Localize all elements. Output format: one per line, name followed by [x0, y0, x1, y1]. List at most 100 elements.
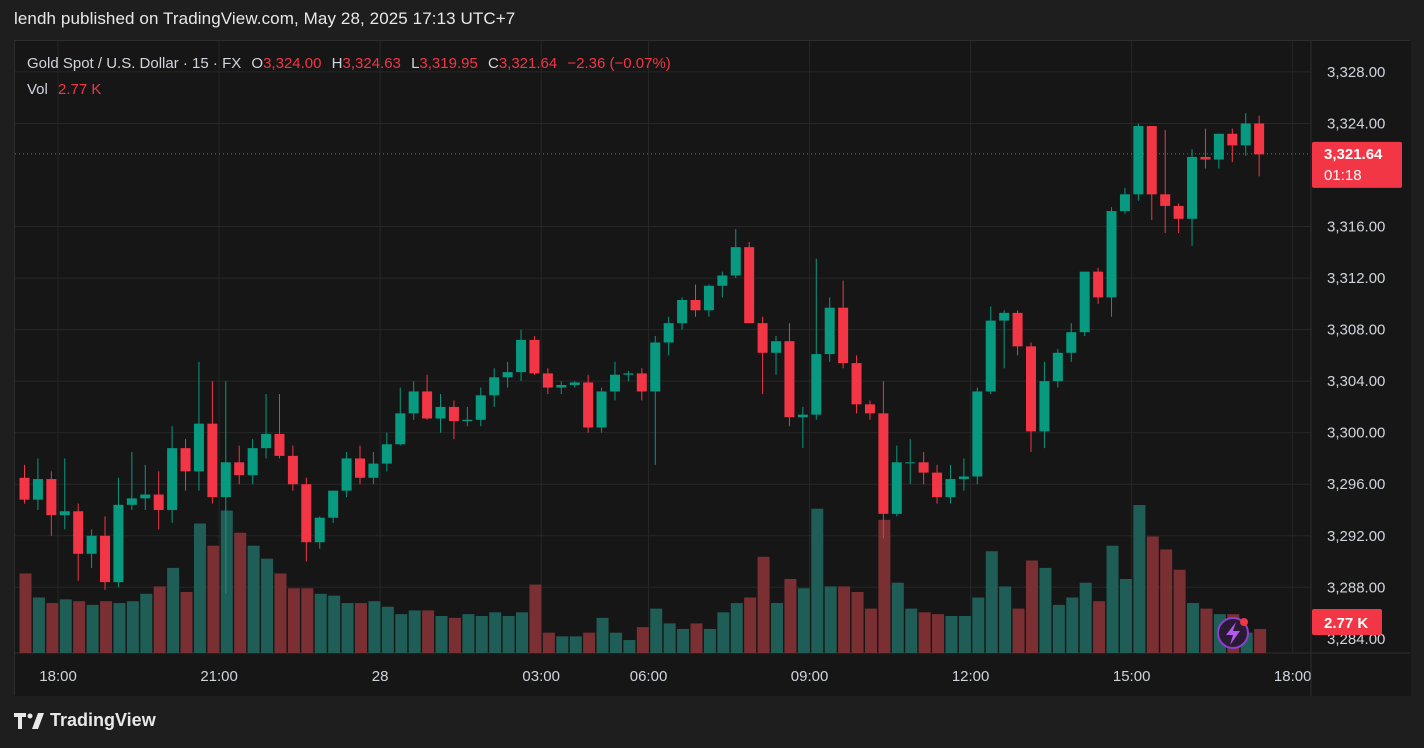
volume-bar — [247, 545, 260, 653]
volume-bar — [824, 586, 837, 653]
candle-body — [1066, 332, 1077, 353]
volume-bar — [1133, 505, 1146, 653]
candle-body — [650, 342, 661, 392]
volume-bar — [1066, 597, 1079, 653]
publish-info: lendh published on TradingView.com, May … — [14, 9, 516, 28]
volume-bar — [891, 582, 904, 653]
open-label: O — [251, 55, 264, 72]
volume-bar — [811, 508, 824, 653]
lightning-bolt-icon — [1226, 622, 1240, 645]
volume-bar — [46, 603, 59, 653]
candle-body — [180, 448, 191, 472]
volume-bar — [730, 603, 743, 653]
candle-body — [395, 413, 406, 445]
last-price-label: 3,321.64 — [1324, 146, 1383, 163]
volume-bar — [193, 523, 206, 653]
price-tick-label: 3,312.00 — [1327, 270, 1385, 287]
volume-bar — [596, 617, 609, 653]
volume-bar — [636, 627, 649, 653]
candle-body — [891, 462, 902, 514]
volume-bar — [878, 519, 891, 653]
volume-bar — [32, 597, 45, 653]
volume-bar — [502, 616, 515, 653]
candle-body — [1146, 126, 1157, 195]
time-tick-label: 21:00 — [200, 668, 238, 685]
tradingview-logo[interactable]: TradingView — [14, 710, 156, 731]
notification-dot-icon — [1240, 618, 1248, 626]
volume-bar — [1093, 601, 1106, 653]
candle-body — [234, 462, 245, 476]
candle-body — [19, 477, 30, 500]
candle-body — [328, 490, 339, 518]
candle-body — [86, 535, 97, 554]
volume-bar — [59, 599, 72, 653]
volume-bar — [355, 603, 367, 653]
candle-body — [958, 476, 969, 480]
time-tick-label: 15:00 — [1113, 668, 1151, 685]
candle-body — [1254, 123, 1265, 155]
volume-bar — [207, 545, 220, 653]
volume-badge[interactable] — [1312, 609, 1382, 635]
ohlc-legend: Gold Spot / U.S. Dollar · 15 · FX O3,324… — [27, 55, 671, 72]
candle-body — [609, 374, 620, 392]
candle-body — [113, 504, 124, 583]
volume-bar — [569, 636, 582, 653]
volume-badge-label: 2.77 K — [1324, 615, 1368, 632]
candle-body — [516, 339, 527, 373]
bar-countdown-label: 01:18 — [1324, 167, 1362, 184]
time-tick-label: 18:00 — [39, 668, 77, 685]
candle-body — [46, 479, 57, 516]
candle-body — [475, 395, 486, 420]
candle-body — [623, 373, 634, 375]
chart-panel[interactable]: 3,328.00 3,324.00 3,316.00 3,312.00 3,308.00… — [14, 40, 1411, 696]
candle-body — [677, 299, 688, 324]
volume-bar — [958, 616, 971, 653]
candle-body — [636, 373, 647, 392]
volume-bar — [1200, 608, 1213, 653]
candle-body — [824, 307, 835, 355]
candle-body — [247, 448, 258, 476]
time-tick-label: 12:00 — [952, 668, 990, 685]
candle-body — [1106, 211, 1117, 298]
candle-body — [744, 247, 755, 324]
candle-body — [730, 247, 741, 276]
volume-bar — [771, 603, 784, 653]
volume-bar — [1079, 582, 1092, 653]
volume-bar — [932, 614, 945, 653]
candle-body — [972, 391, 983, 477]
volume-bar — [395, 614, 408, 653]
volume-bar — [609, 632, 622, 653]
volume-bar — [623, 640, 636, 653]
candle-body — [1039, 381, 1050, 432]
volume-bar — [744, 597, 757, 653]
candle-body — [583, 382, 594, 428]
candle-body — [1119, 194, 1130, 212]
candle-body — [274, 433, 285, 456]
volume-label[interactable]: Vol — [27, 81, 48, 98]
symbol-label[interactable]: Gold Spot / U.S. Dollar · 15 · FX — [27, 55, 242, 72]
candle-body — [985, 320, 996, 392]
candle-body — [784, 341, 795, 418]
candle-body — [489, 377, 500, 396]
volume-bar — [757, 556, 770, 653]
volume-bar — [784, 579, 797, 653]
price-chart[interactable]: 3,328.00 3,324.00 3,316.00 3,312.00 3,308.00… — [15, 41, 1411, 696]
volume-bar — [1146, 536, 1159, 653]
tradingview-logo-icon — [14, 712, 44, 729]
last-price-badge[interactable] — [1312, 141, 1402, 188]
candle-body — [1133, 126, 1144, 195]
candle-body — [569, 382, 580, 386]
volume-bar — [234, 532, 247, 653]
change-value: −2.36 (−0.07%) — [567, 55, 671, 72]
low-value: 3,319.95 — [419, 55, 478, 72]
volume-bar — [797, 588, 810, 653]
volume-bar — [301, 588, 314, 653]
price-tick-label: 3,304.00 — [1327, 373, 1385, 390]
candle-body — [878, 413, 889, 514]
candle-body — [945, 479, 956, 498]
volume-bar — [126, 601, 139, 653]
candle-body — [408, 391, 419, 414]
volume-bar — [690, 623, 703, 653]
time-tick-label: 18:00 — [1274, 668, 1312, 685]
candle-body — [220, 462, 231, 498]
